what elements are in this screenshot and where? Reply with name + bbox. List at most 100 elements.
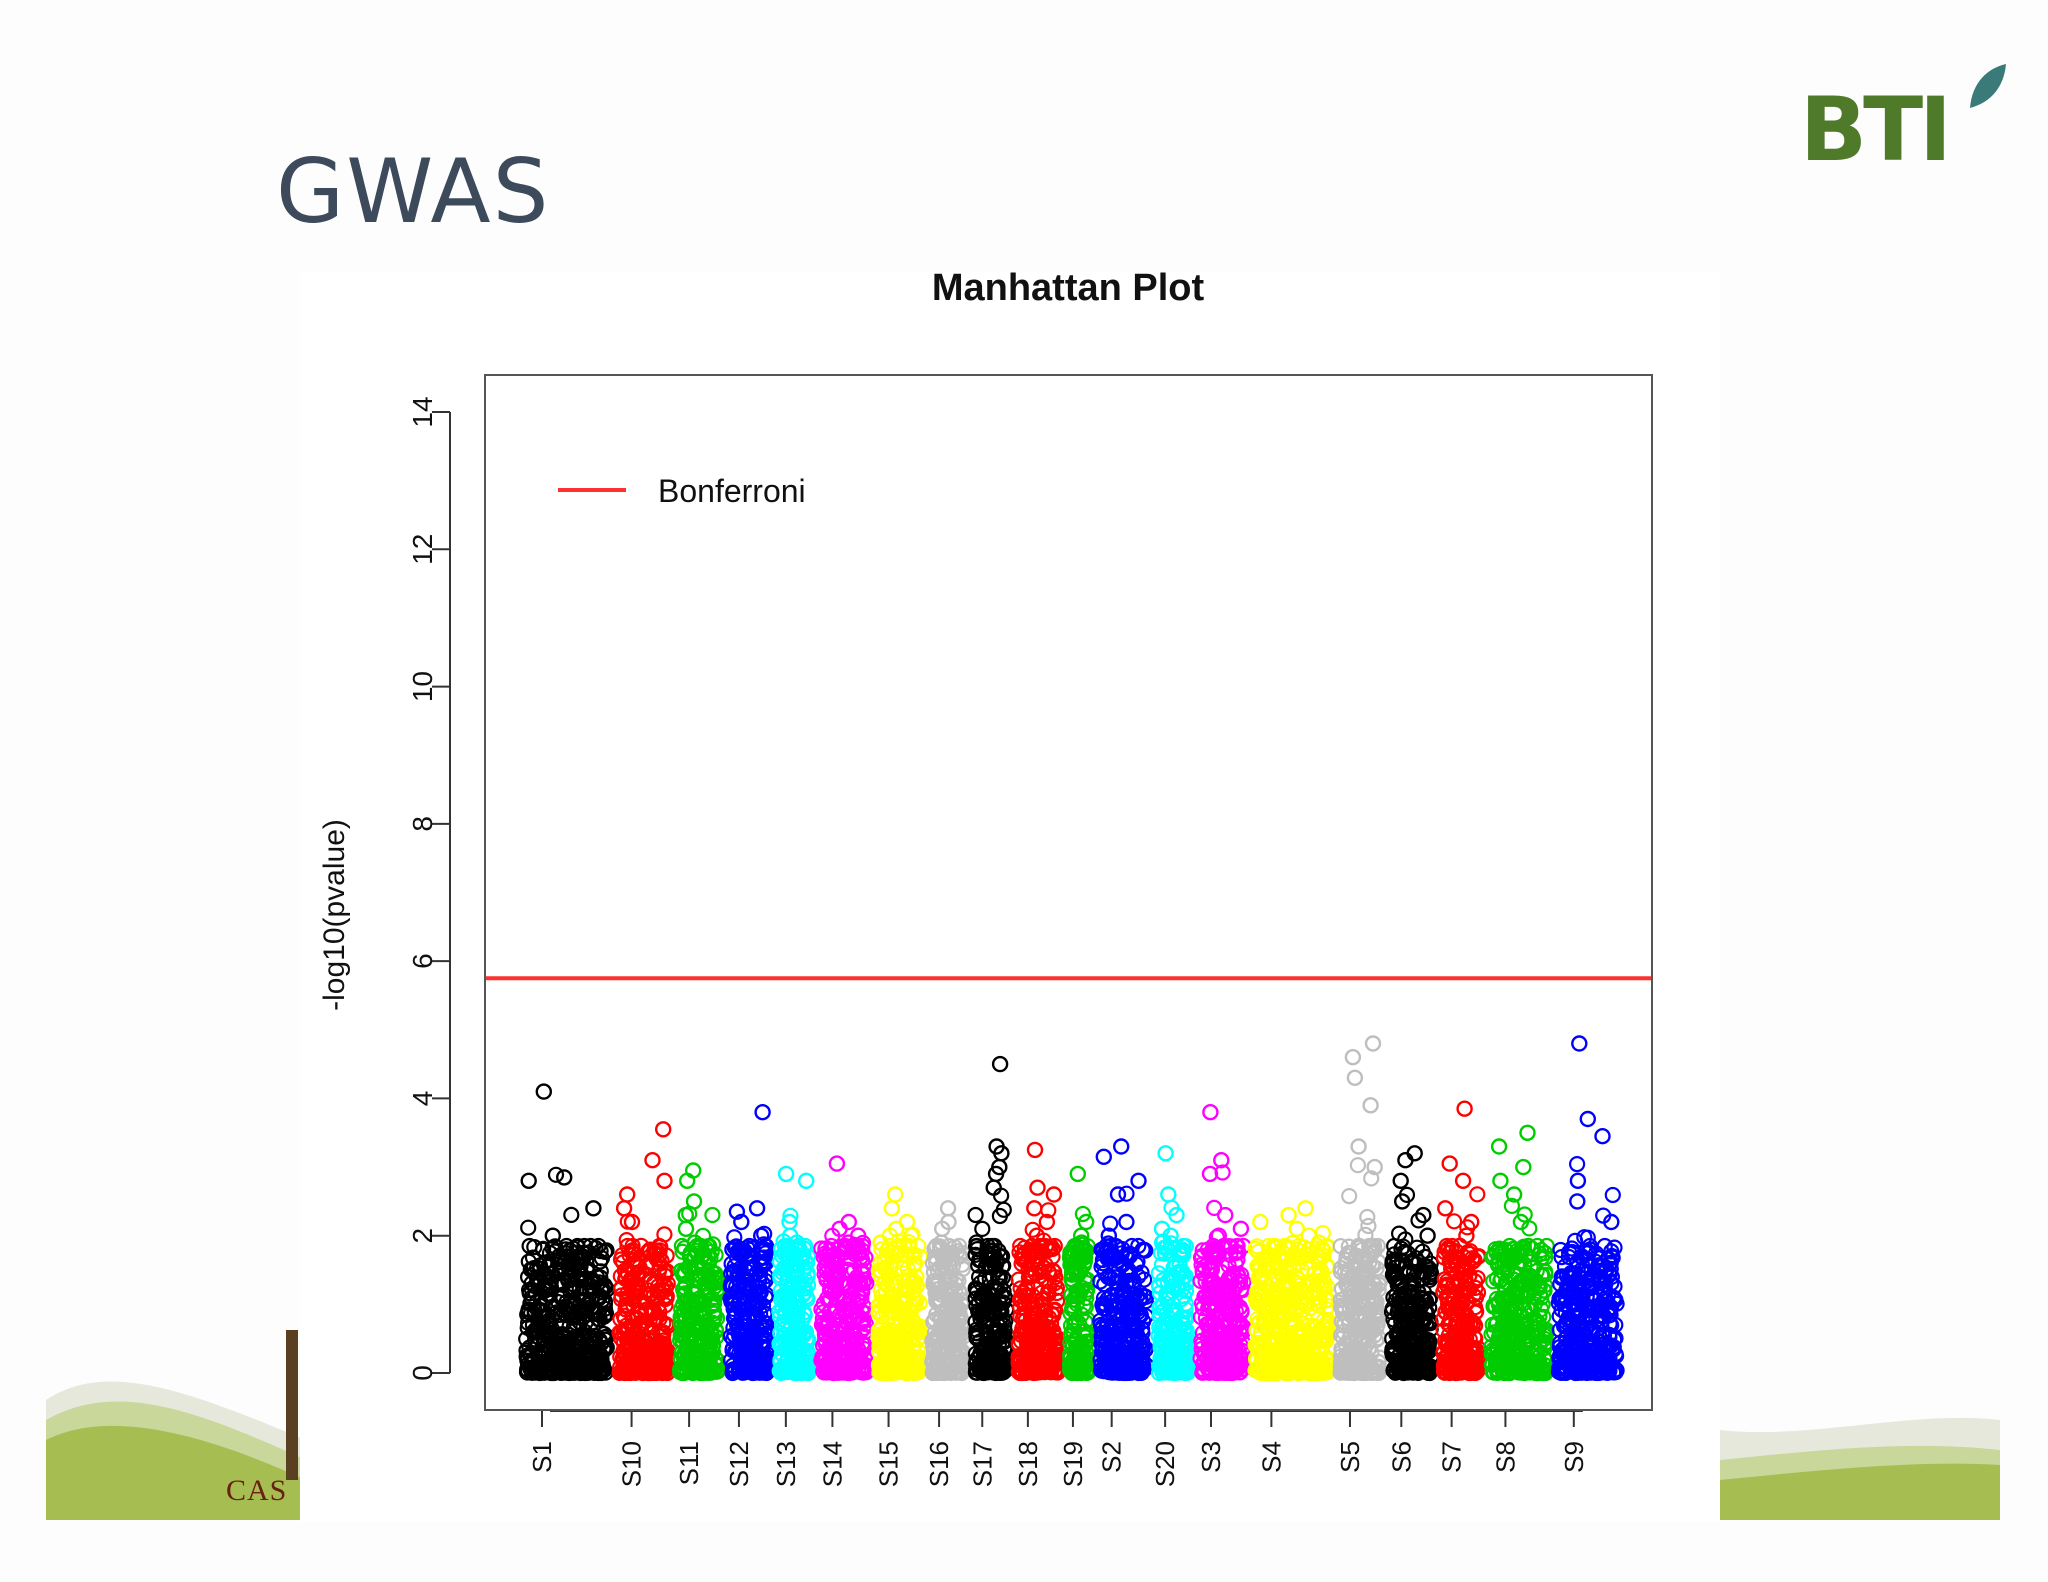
snp-point: [755, 1236, 773, 1253]
snp-point: [693, 1356, 710, 1374]
snp-point: [795, 1246, 812, 1264]
snp-point: [689, 1342, 706, 1360]
snp-point: [520, 1253, 537, 1270]
snp-point: [526, 1238, 543, 1256]
snp-point: [754, 1243, 772, 1260]
snp-point: [576, 1302, 594, 1320]
chromosome-S10: [611, 1121, 677, 1382]
snp-point: [569, 1335, 586, 1352]
snp-point-top: [753, 1227, 770, 1244]
snp-point: [575, 1248, 592, 1265]
snp-point: [739, 1295, 756, 1312]
snp-point: [555, 1342, 572, 1359]
snp-point: [618, 1231, 635, 1249]
snp-point: [704, 1236, 722, 1253]
snp-point: [672, 1363, 689, 1381]
snp-point-top: [655, 1121, 672, 1138]
snp-point: [527, 1285, 545, 1302]
snp-point: [687, 1265, 704, 1282]
snp-point: [751, 1295, 768, 1312]
snp-point: [798, 1288, 815, 1306]
snp-point: [703, 1358, 720, 1376]
snp-point: [587, 1327, 604, 1345]
snp-point: [560, 1300, 577, 1318]
snp-point: [786, 1276, 803, 1293]
snp-point: [592, 1269, 609, 1286]
snp-point: [700, 1254, 718, 1272]
snp-point-top: [535, 1083, 552, 1100]
footer-text: CAS: [226, 1474, 288, 1507]
snp-point: [778, 1293, 795, 1310]
snp-point: [739, 1329, 757, 1347]
chromosome-S14: [813, 1155, 875, 1382]
snp-point: [674, 1321, 691, 1339]
snp-point: [647, 1242, 665, 1259]
snp-point: [736, 1314, 754, 1331]
snp-point: [816, 1266, 833, 1283]
snp-point: [659, 1275, 676, 1292]
snp-point: [533, 1308, 550, 1325]
snp-point: [776, 1326, 793, 1343]
snp-point-top: [777, 1165, 795, 1183]
snp-point-top: [748, 1200, 766, 1217]
snp-point: [519, 1364, 536, 1381]
snp-point: [522, 1305, 540, 1322]
snp-point: [697, 1239, 714, 1257]
snp-point: [787, 1364, 804, 1381]
snp-point-top: [644, 1151, 661, 1169]
chromosome-S15: [870, 1186, 929, 1382]
snp-point: [854, 1364, 872, 1381]
snp-point-top: [828, 1155, 846, 1172]
logo-text: BTI: [1800, 78, 1952, 181]
snp-point: [782, 1207, 799, 1224]
snp-point: [521, 1345, 539, 1363]
snp-point: [651, 1303, 668, 1321]
snp-point-top: [798, 1172, 815, 1190]
footer-hills-left: [46, 1330, 306, 1520]
snp-point: [818, 1263, 836, 1281]
chromosome-S12: [722, 1103, 776, 1382]
snp-point: [911, 1248, 929, 1266]
snp-point: [643, 1362, 660, 1379]
snp-point: [753, 1317, 770, 1334]
snp-point-top: [615, 1200, 633, 1217]
snp-point: [564, 1351, 581, 1368]
snp-point: [747, 1333, 765, 1351]
slide-title: GWAS: [276, 140, 551, 243]
snp-point: [838, 1308, 855, 1326]
snp-point: [722, 1352, 740, 1369]
snp-point: [733, 1343, 751, 1360]
snp-point-top: [831, 1220, 848, 1238]
snp-point: [851, 1343, 868, 1360]
snp-point: [653, 1334, 671, 1352]
snp-point: [823, 1302, 840, 1319]
snp-point: [704, 1206, 721, 1224]
snp-point: [647, 1311, 664, 1329]
chromosome-S1: [518, 1083, 616, 1382]
snp-point: [724, 1361, 742, 1378]
snp-point-top: [585, 1200, 602, 1217]
data-points: [518, 1035, 1625, 1382]
snp-point: [680, 1321, 697, 1339]
snp-point-top: [728, 1203, 746, 1220]
snp-point: [816, 1245, 833, 1262]
snp-point: [795, 1304, 813, 1321]
snp-point: [828, 1341, 845, 1358]
snp-point: [799, 1267, 816, 1285]
snp-point: [563, 1206, 580, 1224]
snp-point: [730, 1245, 747, 1262]
snp-point: [615, 1334, 633, 1352]
snp-point: [735, 1304, 752, 1321]
snp-point: [694, 1305, 712, 1323]
snp-point: [619, 1297, 636, 1314]
leaf-icon: [1970, 64, 2006, 108]
snp-point: [675, 1267, 692, 1284]
snp-point: [794, 1326, 812, 1343]
snp-point: [656, 1226, 673, 1243]
snp-point: [779, 1348, 797, 1365]
snp-point: [596, 1277, 613, 1294]
snp-point: [821, 1303, 838, 1321]
snp-point: [633, 1263, 650, 1280]
bti-logo: BTI: [1800, 60, 2010, 181]
snp-point: [853, 1265, 871, 1282]
